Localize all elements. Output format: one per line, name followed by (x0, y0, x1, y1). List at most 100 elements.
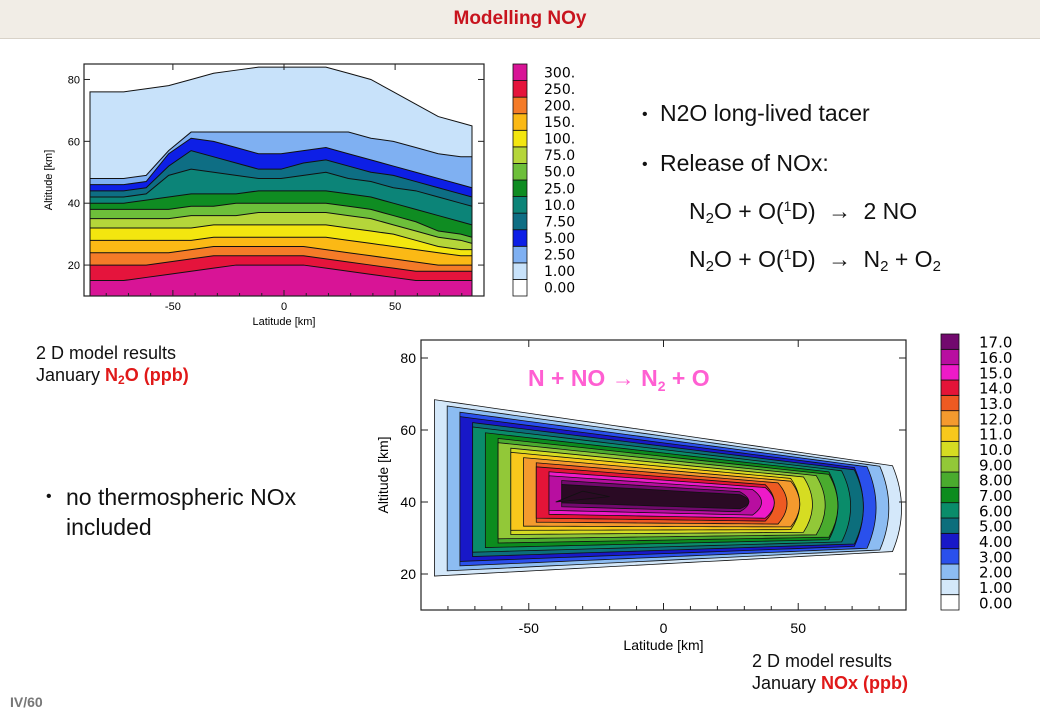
colorbar-label: 13.0 (979, 395, 1012, 413)
arrow-icon: → (828, 198, 852, 224)
colorbar-label: 50.0 (544, 165, 575, 181)
colorbar-swatch (940, 440, 960, 458)
caption-line: January NOx (ppb) (752, 673, 909, 693)
bullet-text: N2O long-lived tacer (660, 100, 870, 126)
colorbar-swatch (940, 471, 960, 488)
y-tick-label: 80 (68, 74, 80, 86)
colorbar-label: 7.00 (979, 487, 1012, 505)
reaction-1: N2O + O(1D) → 2 NO (689, 198, 918, 227)
colorbar-label: 15.0 (979, 364, 1012, 382)
colorbar-swatch (940, 379, 960, 396)
x-axis-label: Latitude [km] (253, 316, 316, 328)
caption-nox: 2 D model results January NOx (ppb) (752, 650, 908, 694)
caption-line: January N2O (ppb) (36, 365, 189, 387)
colorbar-swatch (940, 548, 960, 565)
contour-band (561, 484, 750, 510)
y-axis-label: Altitude [km] (43, 150, 55, 211)
colorbar-label: 200. (544, 98, 575, 114)
colorbar-swatch (940, 425, 960, 442)
bullet-dot: • (642, 156, 648, 173)
y-tick-label: 40 (68, 198, 80, 210)
slide-title: Modelling NOy (453, 8, 587, 29)
colorbar-label: 5.00 (544, 231, 575, 247)
colorbar-label: 250. (544, 82, 575, 98)
y-tick-label: 20 (400, 566, 416, 582)
y-tick-label: 20 (68, 260, 80, 272)
colorbar-label: 0.00 (979, 594, 1012, 612)
reaction-subscript: 2 (658, 378, 666, 394)
colorbar-label: 25.0 (544, 181, 575, 197)
y-axis-label: Altitude [km] (375, 436, 391, 513)
colorbar-label: 6.00 (979, 502, 1012, 520)
colorbar-swatch (940, 348, 960, 366)
colorbar-swatch (940, 486, 960, 504)
colorbar-swatch (512, 63, 528, 81)
arrow-icon: → (828, 246, 852, 272)
colorbar-label: 10.0 (979, 441, 1012, 459)
colorbar-label: 1.00 (979, 579, 1012, 597)
y-tick-label: 60 (400, 422, 416, 438)
colorbar-label: 0.00 (544, 281, 575, 297)
contour-max-region (555, 490, 610, 503)
caption-line: 2 D model results (36, 343, 177, 363)
caption-n2o: 2 D model results January N2O (ppb) (36, 342, 189, 391)
y-tick-label: 60 (68, 136, 80, 148)
colorbar-label: 300. (544, 65, 575, 81)
colorbar-swatch (940, 456, 960, 473)
reaction-term: N (641, 365, 658, 391)
colorbar-swatch (940, 364, 960, 381)
colorbar-label: 2.00 (979, 564, 1012, 582)
x-tick-label: -50 (165, 301, 181, 313)
colorbar-label: 150. (544, 115, 575, 131)
x-axis-label: Latitude [km] (623, 637, 703, 653)
x-tick-label: -50 (519, 620, 539, 636)
reaction-2: N2O + O(1D) → N2 + O2 (689, 246, 941, 275)
contour-band (89, 264, 473, 297)
colorbar-label: 5.00 (979, 518, 1012, 536)
x-tick-label: 50 (389, 301, 401, 313)
caption-line: 2 D model results (752, 651, 893, 671)
colorbar-label: 7.50 (544, 214, 575, 230)
colorbar-label: 14.0 (979, 380, 1012, 398)
bullet-text: no thermospheric NOx included (66, 484, 297, 540)
colorbar-swatch (940, 517, 960, 534)
bullet-dot: • (642, 106, 648, 123)
colorbar-label: 4.00 (979, 533, 1012, 551)
colorbar-label: 10.0 (544, 198, 575, 214)
reaction-term: N + NO (528, 365, 612, 391)
page-number: IV/60 (10, 694, 43, 710)
colorbar-swatch (940, 563, 960, 580)
colorbar-label: 75.0 (544, 148, 575, 164)
colorbar-label: 9.00 (979, 456, 1012, 474)
bullet-thermospheric: • no thermospheric NOx included (46, 482, 366, 542)
reaction-3-label: N + NO → N2 + O (528, 365, 710, 394)
colorbar-swatch (940, 333, 960, 350)
colorbar-label: 17.0 (979, 334, 1012, 352)
colorbar-label: 3.00 (979, 548, 1012, 566)
colorbar-swatch (940, 532, 960, 550)
colorbar-label: 8.00 (979, 472, 1012, 490)
colorbar-label: 100. (544, 132, 575, 148)
colorbar-swatch (940, 394, 960, 412)
colorbar-label: 16.0 (979, 349, 1012, 367)
y-tick-label: 40 (400, 494, 416, 510)
colorbar-label: 1.00 (544, 264, 575, 280)
colorbar-swatch (940, 594, 960, 611)
colorbar-label: 12.0 (979, 410, 1012, 428)
y-tick-label: 80 (400, 350, 416, 366)
arrow-icon: → (612, 365, 641, 391)
bullet-text: Release of NOx: (660, 150, 829, 176)
x-tick-label: 0 (281, 301, 287, 313)
x-tick-label: 50 (790, 620, 806, 636)
bullet-dot: • (46, 488, 52, 505)
reaction-term: + O (666, 365, 710, 391)
header-bar: Modelling NOy (0, 0, 1040, 39)
colorbar-swatch (940, 410, 960, 427)
colorbar-label: 2.50 (544, 248, 575, 264)
colorbar-label: 11.0 (979, 426, 1012, 444)
colorbar-swatch (940, 578, 960, 596)
x-tick-label: 0 (660, 620, 668, 636)
colorbar-swatch (940, 502, 960, 519)
